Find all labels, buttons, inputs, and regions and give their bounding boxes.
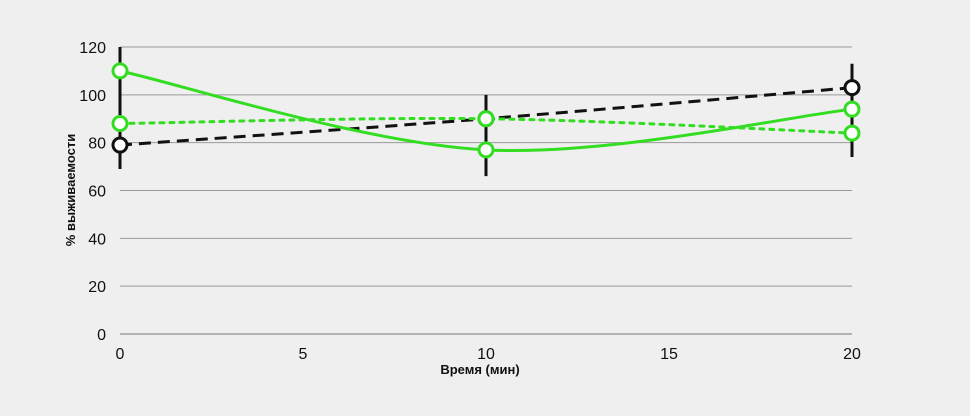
x-tick-labels: 0 5 10 15 20 bbox=[116, 346, 861, 363]
y-tick-label: 100 bbox=[79, 88, 106, 105]
data-point bbox=[477, 141, 495, 159]
y-tick-label: 60 bbox=[88, 184, 106, 201]
data-points bbox=[111, 62, 861, 159]
data-point bbox=[843, 79, 861, 97]
data-point bbox=[843, 100, 861, 118]
x-tick-label: 15 bbox=[660, 346, 678, 363]
y-tick-labels: 0 20 40 60 80 100 120 bbox=[79, 40, 106, 344]
data-point bbox=[111, 115, 129, 133]
y-tick-label: 80 bbox=[88, 136, 106, 153]
y-tick-label: 0 bbox=[97, 327, 106, 344]
y-tick-label: 20 bbox=[88, 279, 106, 296]
x-tick-label: 0 bbox=[116, 346, 125, 363]
series-line-dotted bbox=[118, 116, 854, 135]
data-point bbox=[111, 62, 129, 80]
data-point bbox=[843, 124, 861, 142]
y-tick-label: 40 bbox=[88, 231, 106, 248]
y-axis-label: % выживаемости bbox=[63, 134, 78, 246]
data-point bbox=[111, 136, 129, 154]
data-point bbox=[477, 110, 495, 128]
x-axis-label: Время (мин) bbox=[440, 362, 519, 377]
x-tick-label: 10 bbox=[477, 346, 495, 363]
grid-lines bbox=[120, 46, 852, 335]
x-tick-label: 5 bbox=[299, 346, 308, 363]
x-tick-label: 20 bbox=[843, 346, 861, 363]
y-tick-label: 120 bbox=[79, 40, 106, 57]
